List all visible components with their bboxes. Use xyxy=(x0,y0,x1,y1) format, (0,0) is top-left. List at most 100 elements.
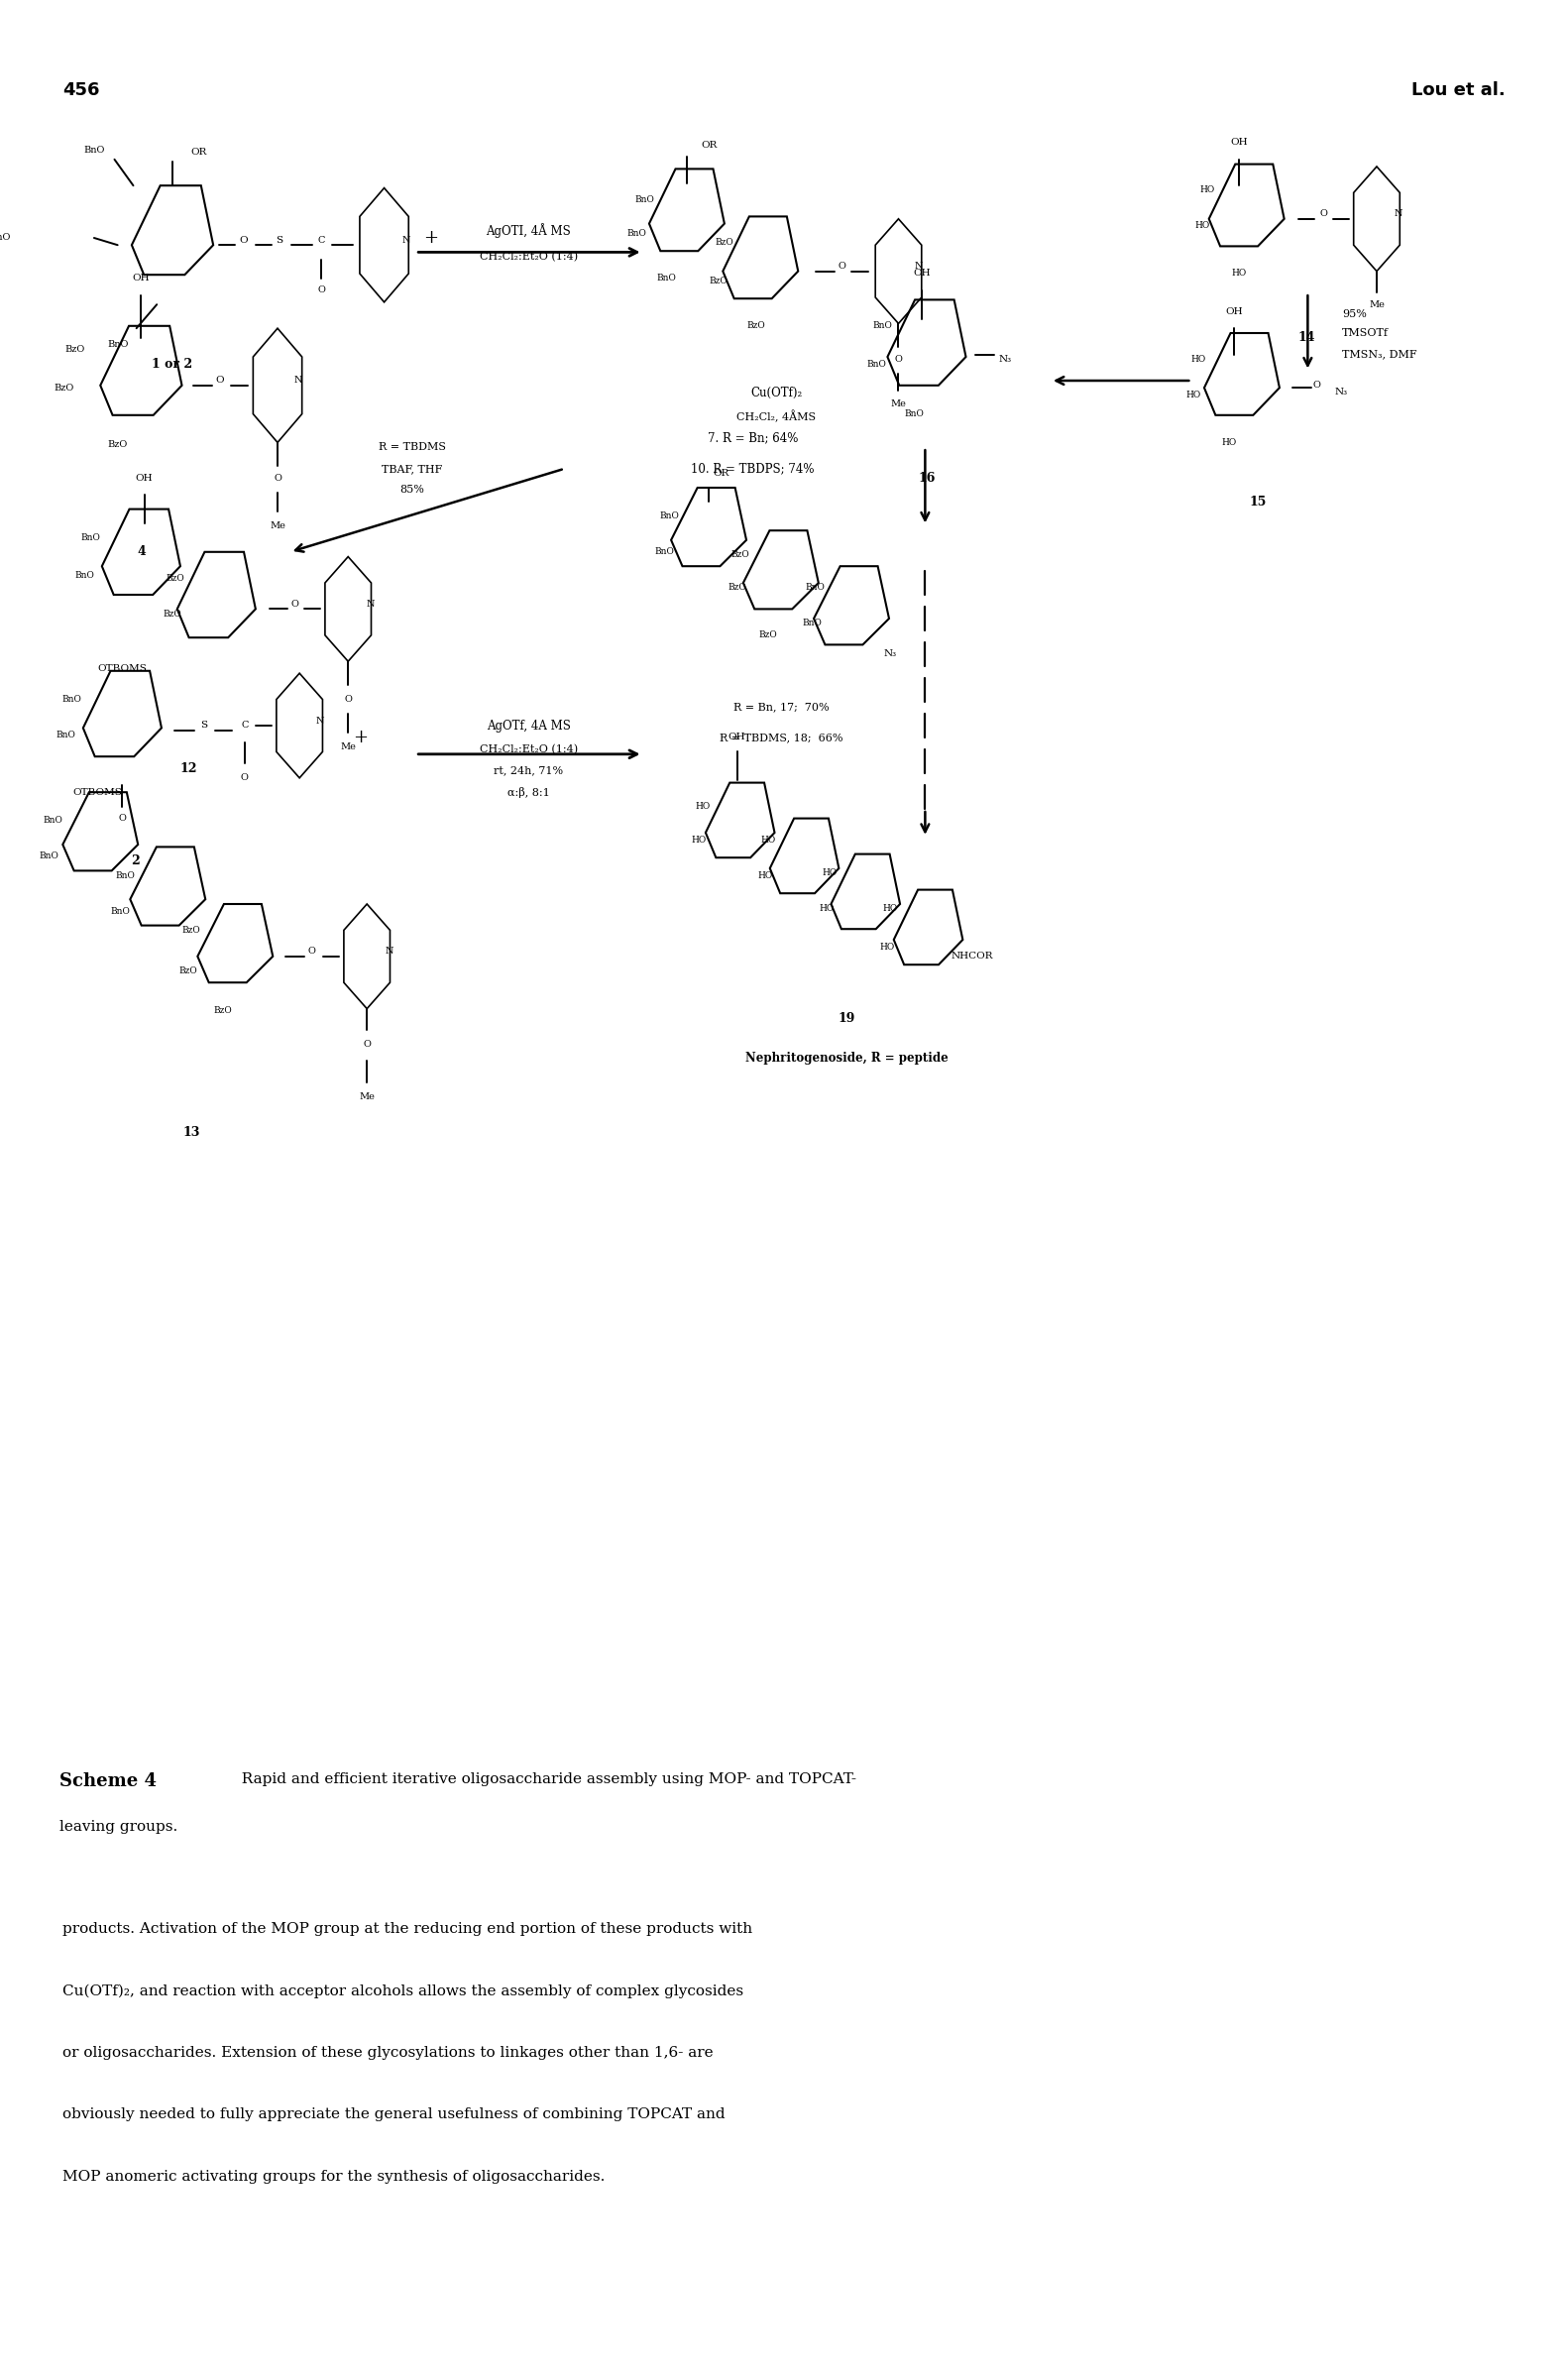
Text: BzO: BzO xyxy=(759,630,778,640)
Text: BnO: BnO xyxy=(56,730,75,740)
Text: BnO: BnO xyxy=(806,583,825,592)
Text: 456: 456 xyxy=(63,81,100,100)
Text: OH: OH xyxy=(913,269,931,278)
Text: Cu(OTf)₂, and reaction with acceptor alcohols allows the assembly of complex gly: Cu(OTf)₂, and reaction with acceptor alc… xyxy=(63,1984,743,1998)
Text: TMSN₃, DMF: TMSN₃, DMF xyxy=(1342,350,1417,359)
Text: Me: Me xyxy=(891,400,906,409)
Text: 85%: 85% xyxy=(400,485,425,495)
Text: Scheme 4: Scheme 4 xyxy=(60,1772,157,1789)
Text: Cu(OTf)₂: Cu(OTf)₂ xyxy=(750,385,803,400)
Text: BzO: BzO xyxy=(166,573,185,583)
Text: BnO: BnO xyxy=(83,145,105,155)
Text: 12: 12 xyxy=(179,761,198,776)
Text: BnO: BnO xyxy=(657,274,676,283)
Text: BzO: BzO xyxy=(163,609,182,619)
Text: O: O xyxy=(345,695,351,704)
Text: OTBOMS: OTBOMS xyxy=(97,664,147,673)
Text: OR: OR xyxy=(713,469,729,478)
Text: or oligosaccharides. Extension of these glycosylations to linkages other than 1,: or oligosaccharides. Extension of these … xyxy=(63,2046,713,2060)
Text: OTBOMS: OTBOMS xyxy=(72,787,122,797)
Text: R = Bn, 17;  70%: R = Bn, 17; 70% xyxy=(732,702,829,711)
Text: S: S xyxy=(276,236,282,245)
Text: BnO: BnO xyxy=(44,816,63,826)
Text: BnO: BnO xyxy=(635,195,654,205)
Text: HO: HO xyxy=(691,835,707,845)
Text: CH₂Cl₂:Et₂O (1:4): CH₂Cl₂:Et₂O (1:4) xyxy=(480,745,577,754)
Text: BzO: BzO xyxy=(746,321,765,331)
Text: BzO: BzO xyxy=(179,966,198,975)
Text: O: O xyxy=(1314,381,1320,390)
Text: 13: 13 xyxy=(183,1125,199,1140)
Text: N: N xyxy=(384,947,394,956)
Text: 19: 19 xyxy=(839,1011,855,1025)
Text: BnO: BnO xyxy=(39,852,58,861)
Text: N₃: N₃ xyxy=(884,649,897,659)
Text: BzO: BzO xyxy=(55,383,74,393)
Text: HO: HO xyxy=(760,835,776,845)
Text: HO: HO xyxy=(822,868,837,878)
Text: OH: OH xyxy=(728,733,746,742)
Text: BnO: BnO xyxy=(803,619,822,628)
Text: OH: OH xyxy=(135,473,154,483)
Text: N: N xyxy=(401,236,411,245)
Text: α:β, 8:1: α:β, 8:1 xyxy=(506,787,550,797)
Text: CH₂Cl₂, 4ÅMS: CH₂Cl₂, 4ÅMS xyxy=(737,409,815,423)
Text: BnO: BnO xyxy=(0,233,11,243)
Text: O: O xyxy=(215,376,224,385)
Text: BnO: BnO xyxy=(873,321,892,331)
Text: O: O xyxy=(274,473,281,483)
Text: TBAF, THF: TBAF, THF xyxy=(383,464,442,473)
Text: products. Activation of the MOP group at the reducing end portion of these produ: products. Activation of the MOP group at… xyxy=(63,1922,753,1937)
Text: 95%: 95% xyxy=(1342,309,1367,319)
Text: O: O xyxy=(241,773,248,783)
Text: O: O xyxy=(309,947,315,956)
Text: HO: HO xyxy=(1200,186,1215,195)
Text: HO: HO xyxy=(818,904,834,914)
Text: BnO: BnO xyxy=(107,340,129,350)
Text: BzO: BzO xyxy=(715,238,734,247)
Text: O: O xyxy=(238,236,248,245)
Text: Me: Me xyxy=(270,521,285,531)
Text: C: C xyxy=(318,236,325,245)
Text: HO: HO xyxy=(883,904,898,914)
Text: 4: 4 xyxy=(136,545,146,559)
Text: BzO: BzO xyxy=(108,440,127,450)
Text: AgOTI, 4Å MS: AgOTI, 4Å MS xyxy=(486,224,571,238)
Text: Nephritogenoside, R = peptide: Nephritogenoside, R = peptide xyxy=(745,1052,949,1066)
Text: N: N xyxy=(293,376,303,385)
Text: S: S xyxy=(201,721,207,730)
Text: O: O xyxy=(895,354,902,364)
Text: HO: HO xyxy=(880,942,895,952)
Text: N₃: N₃ xyxy=(1334,388,1347,397)
Text: O: O xyxy=(318,285,325,295)
Text: MOP anomeric activating groups for the synthesis of oligosaccharides.: MOP anomeric activating groups for the s… xyxy=(63,2170,605,2184)
Text: BnO: BnO xyxy=(63,695,82,704)
Text: OR: OR xyxy=(701,140,717,150)
Text: leaving groups.: leaving groups. xyxy=(60,1820,177,1834)
Text: BzO: BzO xyxy=(728,583,746,592)
Text: BnO: BnO xyxy=(905,409,924,419)
Text: CH₂Cl₂:Et₂O (1:4): CH₂Cl₂:Et₂O (1:4) xyxy=(480,252,577,262)
Text: BzO: BzO xyxy=(731,550,750,559)
Text: BnO: BnO xyxy=(111,906,130,916)
Text: O: O xyxy=(364,1040,370,1049)
Text: +: + xyxy=(423,228,437,247)
Text: BnO: BnO xyxy=(627,228,646,238)
Text: OH: OH xyxy=(132,274,151,283)
Text: R = TBDMS: R = TBDMS xyxy=(379,442,445,452)
Text: Me: Me xyxy=(1369,300,1385,309)
Text: N: N xyxy=(914,262,924,271)
Text: N: N xyxy=(365,600,375,609)
Text: OR: OR xyxy=(191,147,207,157)
Text: O: O xyxy=(1320,209,1327,219)
Text: 7. R = Bn; 64%: 7. R = Bn; 64% xyxy=(707,431,798,445)
Text: Me: Me xyxy=(340,742,356,752)
Text: N: N xyxy=(1394,209,1403,219)
Text: TMSOTf: TMSOTf xyxy=(1342,328,1389,338)
Text: O: O xyxy=(839,262,845,271)
Text: rt, 24h, 71%: rt, 24h, 71% xyxy=(494,766,563,776)
Text: 14: 14 xyxy=(1297,331,1316,345)
Text: 10. R = TBDPS; 74%: 10. R = TBDPS; 74% xyxy=(691,462,814,476)
Text: HO: HO xyxy=(1185,390,1201,400)
Text: BnO: BnO xyxy=(867,359,886,369)
